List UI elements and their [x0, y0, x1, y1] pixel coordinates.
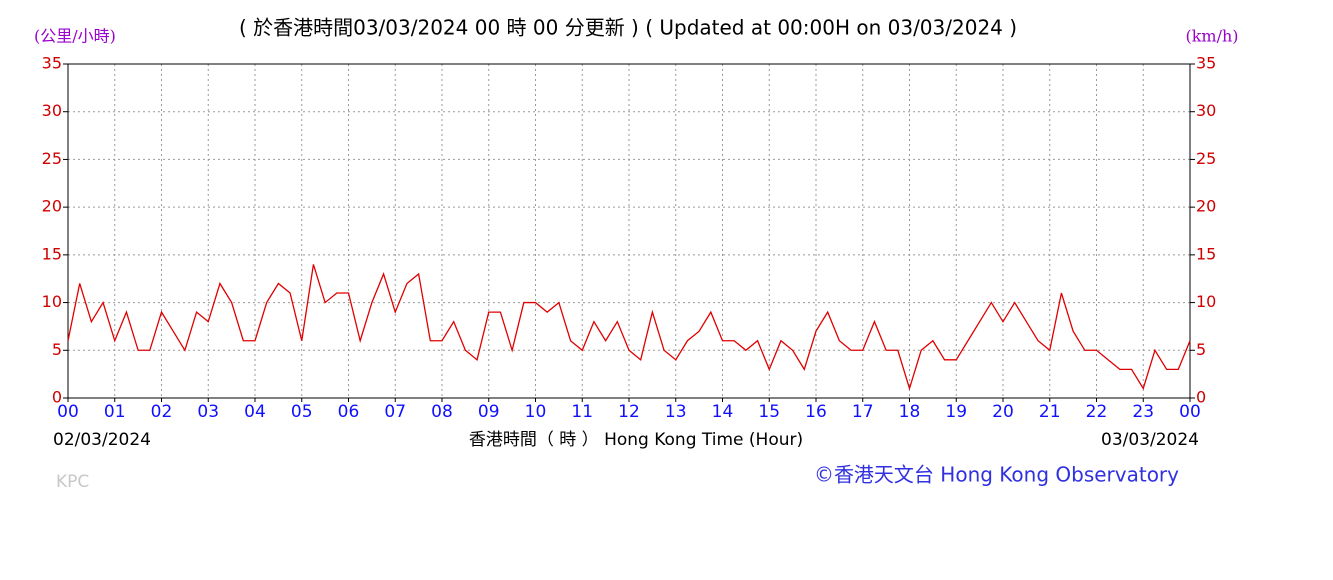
x-tick-label: 15: [758, 402, 780, 422]
y-tick-label: 25: [42, 149, 62, 168]
y2-tick-label: 0: [1196, 388, 1206, 407]
chart-title: ( 於香港時間03/03/2024 00 時 00 分更新 ) ( Update…: [239, 16, 1017, 40]
y2-tick-label: 25: [1196, 149, 1216, 168]
y-tick-label: 15: [42, 244, 62, 263]
x-tick-label: 01: [104, 402, 126, 422]
x-tick-label: 12: [618, 402, 640, 422]
plot-frame: [67, 63, 1191, 399]
x-tick-label: 04: [244, 402, 266, 422]
x-tick-label: 21: [1039, 402, 1061, 422]
y2-tick-label: 5: [1196, 340, 1206, 359]
x-tick-label: 19: [945, 402, 967, 422]
x-tick-label: 08: [431, 402, 453, 422]
x-tick-label: 02: [151, 402, 173, 422]
y-tick-label: 30: [42, 101, 62, 120]
credit: ©香港天文台 Hong Kong Observatory: [814, 463, 1179, 487]
y-axis-label: (公里/小時): [34, 27, 116, 46]
y-tick-label: 35: [42, 54, 62, 73]
y2-tick-label: 35: [1196, 54, 1216, 73]
x-tick-label: 06: [338, 402, 360, 422]
x-tick-label: 00: [1179, 402, 1201, 422]
y-tick-label: 0: [52, 388, 62, 407]
x-tick-label: 17: [852, 402, 874, 422]
x-axis-label: 香港時間（ 時 ） Hong Kong Time (Hour): [469, 430, 803, 450]
y2-axis-label: (km/h): [1185, 27, 1238, 46]
y2-tick-label: 20: [1196, 197, 1216, 216]
y2-tick-label: 30: [1196, 101, 1216, 120]
x-tick-label: 18: [899, 402, 921, 422]
end-date: 03/03/2024: [1101, 430, 1199, 450]
x-tick-label: 13: [665, 402, 687, 422]
x-tick-label: 14: [712, 402, 734, 422]
x-tick-label: 00: [57, 402, 79, 422]
y2-tick-label: 15: [1196, 244, 1216, 263]
watermark: KPC: [56, 472, 89, 492]
y-tick-label: 10: [42, 292, 62, 311]
y-tick-label: 5: [52, 340, 62, 359]
y-tick-label: 20: [42, 197, 62, 216]
x-tick-label: 10: [525, 402, 547, 422]
x-tick-label: 23: [1132, 402, 1154, 422]
x-tick-label: 11: [571, 402, 593, 422]
y2-tick-label: 10: [1196, 292, 1216, 311]
x-tick-label: 22: [1086, 402, 1108, 422]
x-tick-label: 09: [478, 402, 500, 422]
start-date: 02/03/2024: [53, 430, 151, 450]
x-tick-label: 05: [291, 402, 313, 422]
x-tick-label: 03: [197, 402, 219, 422]
x-tick-label: 07: [384, 402, 406, 422]
x-tick-label: 20: [992, 402, 1014, 422]
x-tick-label: 16: [805, 402, 827, 422]
data-line: [67, 264, 1191, 391]
